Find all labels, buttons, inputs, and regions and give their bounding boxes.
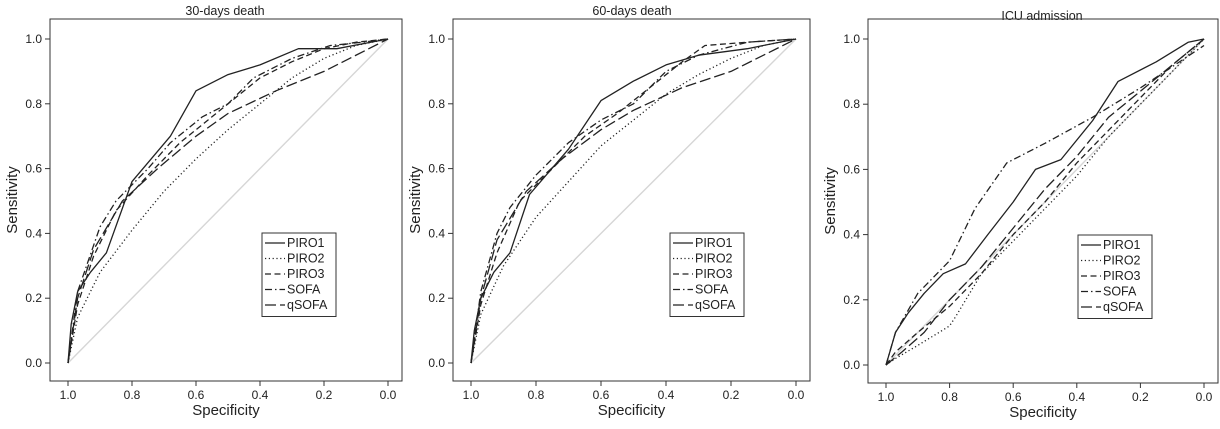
y-tick-label: 0.2 <box>428 291 445 305</box>
series-line-piro3 <box>67 38 389 364</box>
series-line-piro1 <box>67 38 389 364</box>
x-tick-label: 0.8 <box>124 388 141 402</box>
x-tick-label: 1.0 <box>463 388 480 402</box>
plot-frame <box>867 18 1219 384</box>
legend-label: PIRO1 <box>695 236 733 250</box>
x-tick-label: 0.4 <box>252 388 269 402</box>
x-axis-label: Specificity <box>1009 404 1077 421</box>
series-line-sofa <box>67 38 389 364</box>
x-axis-label: Specificity <box>598 402 666 419</box>
plot-frame <box>49 18 403 382</box>
x-tick-label: 0.4 <box>1068 390 1085 404</box>
legend-label: PIRO3 <box>287 267 325 281</box>
x-tick-label: 0.8 <box>528 388 545 402</box>
legend-box <box>261 232 337 317</box>
x-tick-label: 0.6 <box>188 388 205 402</box>
x-tick-label: 0.2 <box>723 388 740 402</box>
y-tick-label: 1.0 <box>843 32 860 46</box>
chart-title: 30-days death <box>185 4 264 18</box>
reference-diagonal <box>470 38 797 364</box>
x-tick-label: 1.0 <box>60 388 77 402</box>
reference-diagonal <box>67 38 389 364</box>
legend-label: qSOFA <box>1103 300 1144 314</box>
x-tick-label: 1.0 <box>878 390 895 404</box>
y-tick-label: 0.4 <box>25 226 42 240</box>
y-tick-label: 0.6 <box>428 162 445 176</box>
chart-title: 60-days death <box>592 4 671 18</box>
series-line-piro2 <box>67 38 389 364</box>
legend-label: SOFA <box>1103 285 1137 299</box>
y-tick-label: 0.6 <box>843 162 860 176</box>
legend-box <box>669 232 745 317</box>
legend-label: PIRO2 <box>695 252 733 266</box>
y-axis-label: Sensitivity <box>407 166 424 234</box>
legend-label: SOFA <box>695 283 729 297</box>
chart-panel-2: 60-days death 1.0 0.8 0.6 0.4 0.2 0.0 0.0 0.2 0.4… <box>407 4 811 419</box>
legend-label: qSOFA <box>695 298 736 312</box>
legend-label: PIRO1 <box>287 236 325 250</box>
x-tick-label: 0.2 <box>316 388 333 402</box>
y-tick-label: 0.8 <box>25 97 42 111</box>
y-tick-label: 1.0 <box>428 32 445 46</box>
x-tick-label: 0.8 <box>941 390 958 404</box>
legend-label: PIRO2 <box>287 252 325 266</box>
series-line-piro3 <box>885 38 1205 366</box>
y-tick-label: 0.0 <box>428 356 445 370</box>
legend-label: SOFA <box>287 283 321 297</box>
y-axis-label: Sensitivity <box>4 166 21 234</box>
chart-panel-1: 30-days death 1.0 0.8 0.6 0.4 0.2 0.0 0.0 0.2 0.4… <box>4 4 403 419</box>
series-line-piro3 <box>470 38 797 364</box>
x-tick-label: 0.0 <box>1196 390 1213 404</box>
y-tick-label: 0.0 <box>25 356 42 370</box>
series-line-sofa <box>470 38 797 364</box>
series-line-qsofa <box>885 38 1205 366</box>
y-tick-label: 0.4 <box>843 228 860 242</box>
series-line-sofa <box>885 44 1205 366</box>
y-tick-label: 0.6 <box>25 162 42 176</box>
y-tick-label: 0.2 <box>843 293 860 307</box>
y-tick-label: 1.0 <box>25 32 42 46</box>
series-line-piro1 <box>885 38 1205 366</box>
y-tick-label: 0.4 <box>428 226 445 240</box>
legend-label: PIRO3 <box>695 267 733 281</box>
y-tick-label: 0.8 <box>428 97 445 111</box>
legend-label: PIRO3 <box>1103 269 1141 283</box>
series-line-qsofa <box>67 38 389 364</box>
x-tick-label: 0.6 <box>593 388 610 402</box>
x-tick-label: 0.0 <box>788 388 805 402</box>
legend-label: qSOFA <box>287 298 328 312</box>
x-axis-label: Specificity <box>192 402 260 419</box>
x-tick-label: 0.4 <box>658 388 675 402</box>
y-axis-label: Sensitivity <box>822 167 839 235</box>
legend-label: PIRO2 <box>1103 254 1141 268</box>
legend-label: PIRO1 <box>1103 238 1141 252</box>
plot-frame <box>452 18 811 382</box>
chart-title: ICU admission <box>1001 9 1082 23</box>
y-tick-label: 0.8 <box>843 97 860 111</box>
y-tick-label: 0.2 <box>25 291 42 305</box>
x-tick-label: 0.6 <box>1005 390 1022 404</box>
series-line-qsofa <box>470 38 797 364</box>
chart-panel-3: ICU admission 1.0 0.8 0.6 0.4 0.2 0.0 0.0 0.2 0.4… <box>822 9 1219 421</box>
x-tick-label: 0.2 <box>1132 390 1149 404</box>
x-tick-label: 0.0 <box>380 388 397 402</box>
y-tick-label: 0.0 <box>843 358 860 372</box>
legend-box <box>1077 234 1153 319</box>
